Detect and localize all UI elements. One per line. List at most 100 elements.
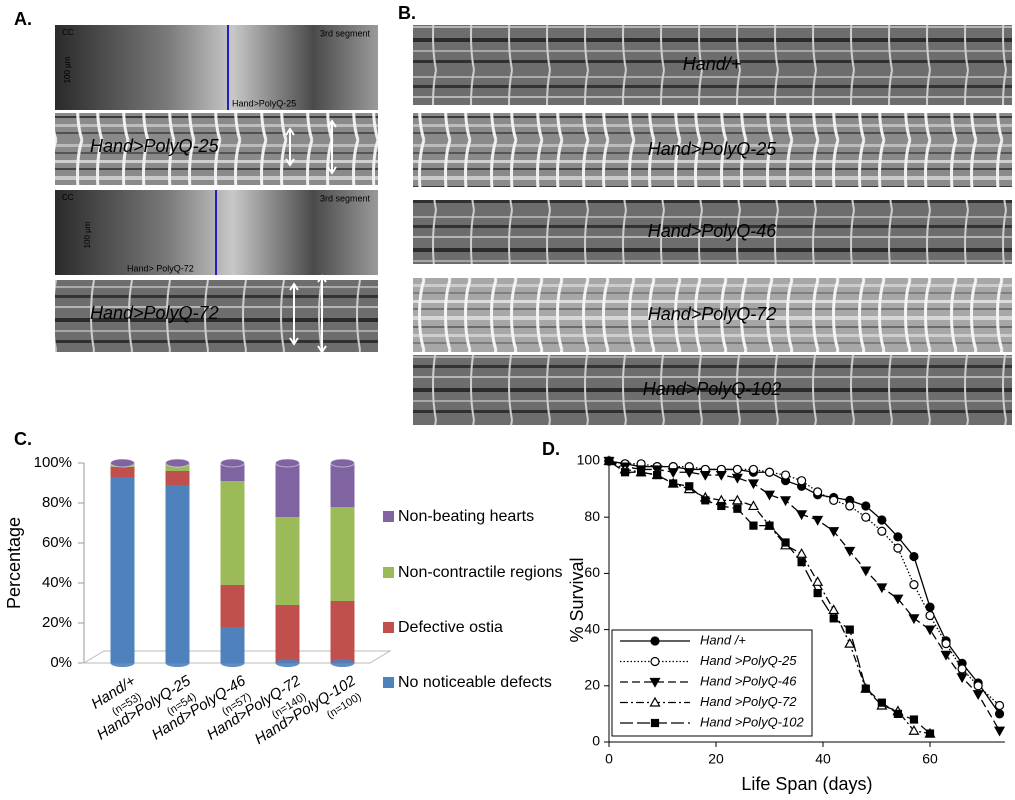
kymograph bbox=[413, 25, 1012, 105]
marker bbox=[763, 490, 776, 501]
marker bbox=[829, 495, 839, 505]
legend-swatch bbox=[383, 622, 394, 633]
text-label: Hand>PolyQ-102 bbox=[643, 379, 782, 399]
marker bbox=[749, 521, 758, 530]
marker bbox=[861, 501, 871, 511]
y-tick-label: 0% bbox=[50, 654, 72, 671]
arrow-head bbox=[285, 127, 295, 167]
bar-segment bbox=[220, 481, 245, 585]
marker bbox=[747, 500, 759, 511]
bar-segment bbox=[110, 477, 135, 663]
marker bbox=[941, 639, 951, 649]
marker bbox=[699, 470, 711, 481]
text-label: Hand>PolyQ-72 bbox=[90, 303, 219, 323]
marker bbox=[877, 515, 887, 525]
bar-cap bbox=[220, 458, 245, 468]
bar-segment bbox=[275, 517, 300, 605]
y-tick-label: 20% bbox=[42, 614, 72, 631]
text-label: CC bbox=[62, 193, 74, 202]
marker bbox=[683, 468, 695, 478]
kymograph bbox=[55, 280, 378, 352]
bar-segment bbox=[165, 465, 190, 471]
marker bbox=[877, 698, 886, 707]
legend-swatch bbox=[383, 511, 394, 522]
micrograph bbox=[55, 25, 378, 110]
bar-segment bbox=[220, 463, 245, 481]
marker bbox=[956, 673, 968, 684]
bar-segment bbox=[165, 485, 190, 663]
marker bbox=[748, 464, 759, 475]
marker bbox=[797, 558, 806, 567]
marker bbox=[994, 700, 1005, 711]
legend-swatch bbox=[383, 567, 394, 578]
y-tick-label: 60 bbox=[584, 564, 600, 580]
marker bbox=[649, 677, 661, 688]
arrow-head bbox=[327, 119, 337, 175]
legend-label: Hand >PolyQ-72 bbox=[700, 694, 797, 709]
x-tick-label: 40 bbox=[815, 751, 831, 767]
kymograph bbox=[55, 113, 378, 185]
marker bbox=[669, 479, 678, 488]
marker bbox=[893, 709, 903, 719]
marker bbox=[844, 546, 856, 557]
arrow-head bbox=[317, 274, 327, 354]
marker bbox=[813, 487, 823, 497]
x-tick-label: 0 bbox=[605, 751, 613, 767]
legend-label: Hand >PolyQ-102 bbox=[700, 714, 804, 729]
marker bbox=[994, 709, 1005, 719]
text-label: Hand>PolyQ-46 bbox=[648, 221, 778, 241]
marker bbox=[765, 521, 774, 530]
text-label: 100 µm bbox=[83, 221, 92, 248]
text-label: B. bbox=[398, 3, 416, 23]
marker bbox=[653, 470, 662, 480]
marker bbox=[764, 467, 775, 477]
marker bbox=[650, 636, 660, 646]
text-label: CC bbox=[62, 28, 74, 37]
arrow-head bbox=[289, 282, 299, 346]
kymograph bbox=[413, 278, 1012, 352]
y-axis-label: Percentage bbox=[4, 517, 24, 609]
marker bbox=[685, 482, 694, 491]
text-label: 3rd segment bbox=[320, 193, 371, 203]
kymograph bbox=[413, 113, 1012, 187]
marker bbox=[747, 479, 759, 490]
marker bbox=[733, 504, 742, 513]
y-tick-label: 40 bbox=[584, 620, 600, 636]
legend-label: Hand >PolyQ-25 bbox=[700, 653, 797, 668]
x-tick-label: 20 bbox=[708, 751, 724, 767]
marker bbox=[845, 501, 855, 511]
bar-segment bbox=[330, 601, 355, 663]
marker bbox=[908, 725, 920, 735]
marker bbox=[957, 664, 967, 674]
bar-segment bbox=[330, 507, 355, 601]
y-tick-label: 80 bbox=[584, 508, 600, 524]
marker bbox=[649, 696, 661, 707]
y-tick-label: 100% bbox=[34, 454, 72, 471]
marker bbox=[877, 526, 887, 536]
marker bbox=[909, 551, 919, 562]
text-label: 3rd segment bbox=[320, 28, 371, 38]
kymograph bbox=[413, 355, 1012, 425]
marker bbox=[861, 512, 871, 522]
marker bbox=[717, 501, 726, 511]
marker bbox=[636, 468, 646, 477]
marker bbox=[732, 464, 743, 475]
text-label: Hand>PolyQ-25 bbox=[90, 136, 220, 156]
text-label: Hand>PolyQ-25 bbox=[232, 98, 296, 108]
marker bbox=[844, 637, 856, 648]
bar-segment bbox=[275, 605, 300, 663]
marker bbox=[908, 614, 920, 625]
legend-box bbox=[611, 629, 813, 737]
bar-segment bbox=[220, 627, 245, 663]
legend-label: Hand >PolyQ-46 bbox=[700, 673, 797, 688]
bar-base bbox=[165, 659, 190, 667]
legend-label: Non-contractile regions bbox=[398, 564, 563, 581]
marker bbox=[909, 580, 919, 590]
marker bbox=[828, 604, 840, 615]
text-label: Hand> PolyQ-72 bbox=[127, 263, 194, 273]
marker bbox=[924, 625, 936, 636]
marker bbox=[972, 690, 984, 700]
bar-segment bbox=[110, 467, 135, 477]
bar-segment bbox=[220, 585, 245, 627]
